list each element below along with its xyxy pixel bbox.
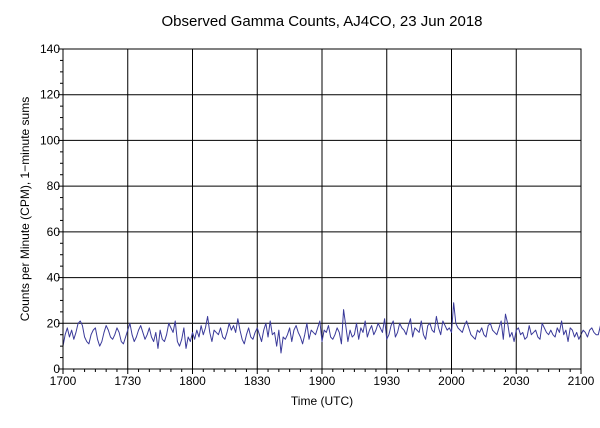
x-tick-labels: 1700 1730 1800 1830 1900 1930 2000 2030 2100 — [50, 374, 595, 388]
x-tick-label: 1800 — [179, 374, 206, 388]
plot-area-border — [62, 48, 582, 370]
minor-ticks — [58, 48, 582, 374]
x-tick-label: 1700 — [50, 374, 77, 388]
x-tick-label: 1900 — [309, 374, 336, 388]
grid — [63, 49, 581, 369]
y-tick-label: 140 — [40, 42, 60, 56]
series-line — [62, 302, 600, 354]
y-tick-label: 40 — [47, 271, 61, 285]
x-tick-label: 1930 — [373, 374, 400, 388]
y-tick-label: 0 — [53, 362, 60, 376]
y-tick-label: 120 — [40, 88, 60, 102]
x-tick-label: 1730 — [114, 374, 141, 388]
y-tick-label: 80 — [47, 179, 61, 193]
x-tick-label: 2030 — [503, 374, 530, 388]
y-tick-label: 60 — [47, 225, 61, 239]
x-tick-label: 2100 — [568, 374, 595, 388]
x-tick-label: 1830 — [244, 374, 271, 388]
y-tick-label: 100 — [40, 133, 60, 147]
y-tick-label: 20 — [47, 316, 61, 330]
x-tick-label: 2000 — [438, 374, 465, 388]
series-layer — [62, 302, 600, 354]
x-axis-label: Time (UTC) — [291, 394, 353, 408]
y-axis-label: Counts per Minute (CPM), 1−minute sums — [18, 97, 32, 321]
y-tick-labels: 0 20 40 60 80 100 120 140 — [40, 42, 60, 376]
chart-title: Observed Gamma Counts, AJ4CO, 23 Jun 201… — [162, 13, 483, 30]
